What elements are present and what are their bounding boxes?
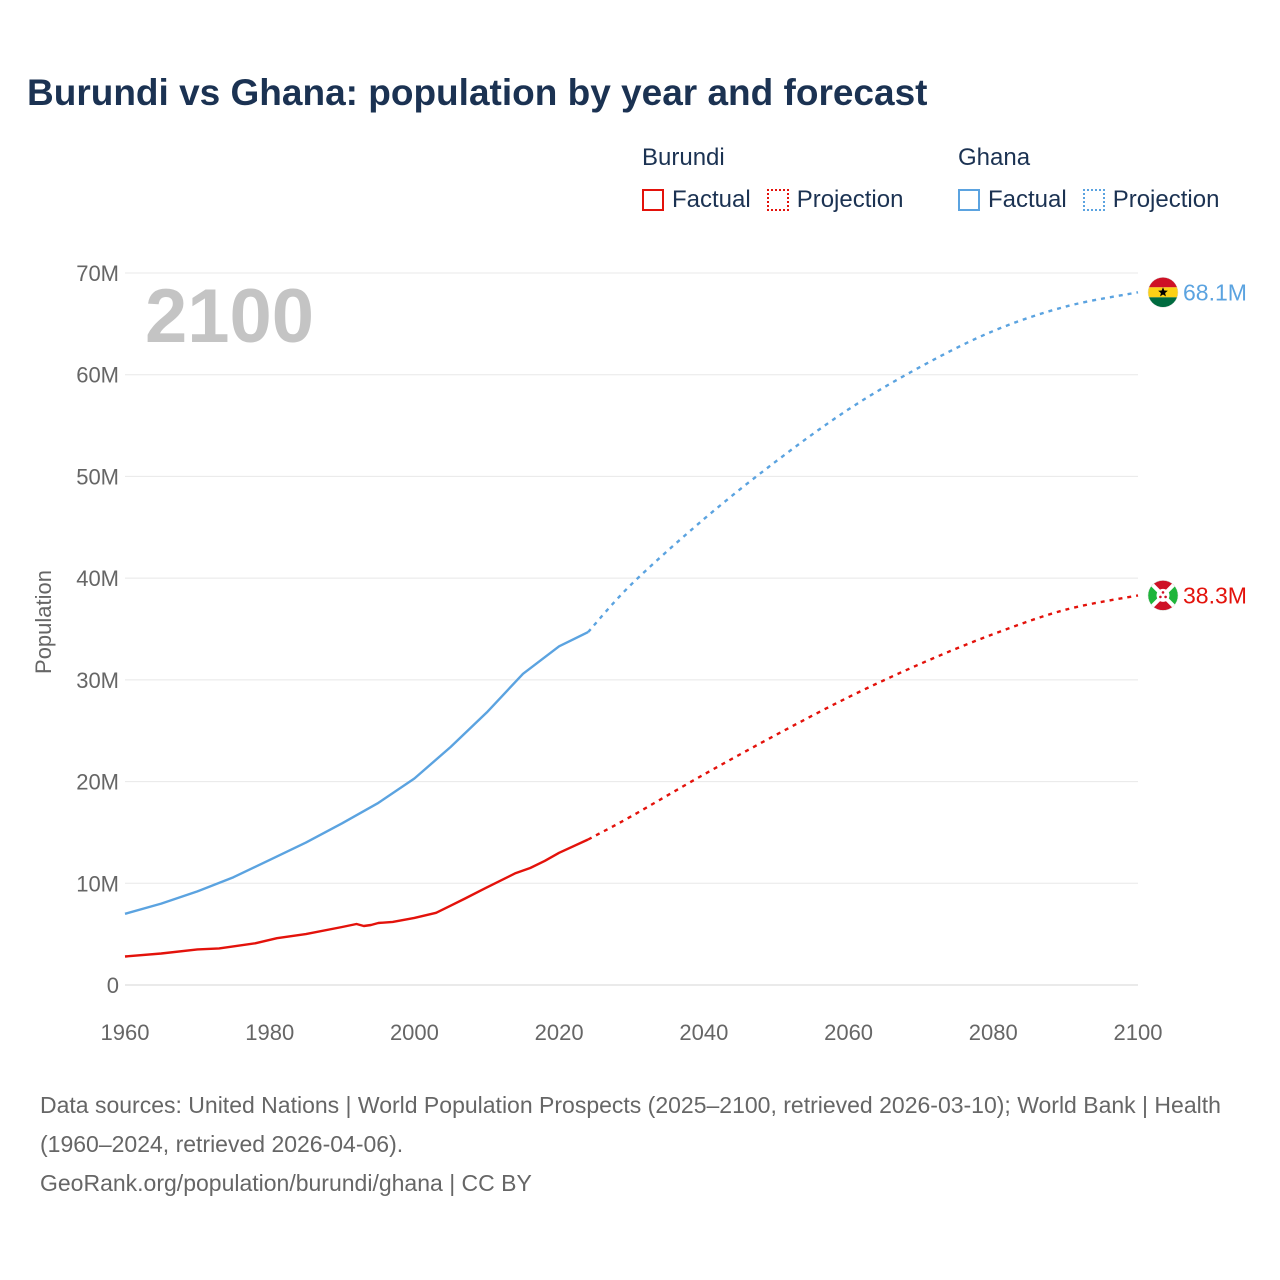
legend-group-burundi: Burundi Factual Projection	[642, 144, 919, 214]
flag-outline	[1147, 580, 1179, 611]
y-tick-label: 40M	[76, 566, 119, 591]
legend-ghana-factual[interactable]: Factual	[958, 186, 1067, 214]
burundi-projection-line	[587, 594, 1139, 841]
y-tick-label: 30M	[76, 668, 119, 693]
chart-title: Burundi vs Ghana: population by year and…	[27, 72, 928, 113]
burundi-end-label: 38.3M	[1183, 582, 1247, 608]
flag-star-dot	[1164, 595, 1167, 599]
x-tick-label: 2100	[1114, 1020, 1163, 1045]
flag-body	[1148, 277, 1178, 308]
y-axis: 0 10M 20M 30M 40M 50M 60M 70M	[76, 261, 119, 998]
legend-group-label: Ghana	[958, 144, 1031, 171]
population-chart: 2100 0 10M 20M 30M 40M 50M 60M 70M 1960 1980 2000…	[31, 261, 1247, 1045]
legend-item-label: Factual	[672, 186, 751, 213]
flag-disc	[1156, 588, 1170, 602]
flag-star	[1158, 287, 1168, 297]
end-markers: 38.3M 68.1M	[1147, 277, 1247, 611]
flag-triangle-red	[1148, 595, 1178, 611]
legend-ghana-projection[interactable]: Projection	[1082, 186, 1220, 214]
y-axis-label: Population	[31, 570, 56, 674]
legend-swatch-solid	[642, 189, 664, 211]
footer: Data sources: United Nations | World Pop…	[40, 1086, 1240, 1203]
legend-item-label: Projection	[1112, 186, 1220, 213]
y-tick-label: 50M	[76, 464, 119, 489]
series-layer	[124, 291, 1139, 958]
ghana-end-label: 68.1M	[1183, 279, 1247, 305]
ghana-factual-line	[124, 631, 589, 915]
burundi-factual-line	[124, 838, 589, 958]
x-tick-label: 2080	[969, 1020, 1018, 1045]
legend-group-ghana: Ghana Factual Projection	[958, 144, 1235, 214]
y-tick-label: 10M	[76, 871, 119, 896]
y-tick-label: 0	[107, 973, 119, 998]
x-axis: 1960 1980 2000 2020 2040 2060 2080 2100	[101, 1020, 1163, 1045]
burundi-flag	[1147, 580, 1179, 611]
legend-swatch-solid	[958, 189, 980, 211]
x-tick-label: 2000	[390, 1020, 439, 1045]
grid	[125, 272, 1138, 986]
flag-body	[1148, 580, 1178, 611]
flag-outline	[1147, 277, 1179, 308]
x-tick-label: 2040	[679, 1020, 728, 1045]
x-tick-label: 1980	[245, 1020, 294, 1045]
ghana-flag	[1147, 277, 1179, 308]
credit-link[interactable]: GeoRank.org/population/burundi/ghana | C…	[40, 1170, 532, 1196]
x-tick-label: 1960	[101, 1020, 150, 1045]
data-sources: Data sources: United Nations | World Pop…	[40, 1092, 1221, 1157]
legend-swatch-dotted	[766, 189, 789, 211]
y-tick-label: 70M	[76, 261, 119, 286]
flag-stripe-red	[1148, 277, 1178, 288]
legend-item-label: Factual	[988, 186, 1067, 213]
x-tick-label: 2060	[824, 1020, 873, 1045]
legend-burundi-factual[interactable]: Factual	[642, 186, 751, 214]
flag-triangle-red	[1148, 580, 1178, 596]
legend-burundi-projection[interactable]: Projection	[766, 186, 904, 214]
ghana-projection-line	[587, 291, 1139, 633]
y-tick-label: 20M	[76, 770, 119, 795]
flag-star-dot	[1159, 595, 1162, 599]
flag-stripe-green	[1148, 297, 1178, 308]
legend-swatch-dotted	[1082, 189, 1105, 211]
year-watermark: 2100	[145, 274, 314, 359]
flag-star-dot	[1161, 591, 1165, 594]
x-tick-label: 2020	[535, 1020, 584, 1045]
legend-group-label: Burundi	[642, 144, 725, 171]
y-tick-label: 60M	[76, 363, 119, 388]
legend-item-label: Projection	[796, 186, 904, 213]
